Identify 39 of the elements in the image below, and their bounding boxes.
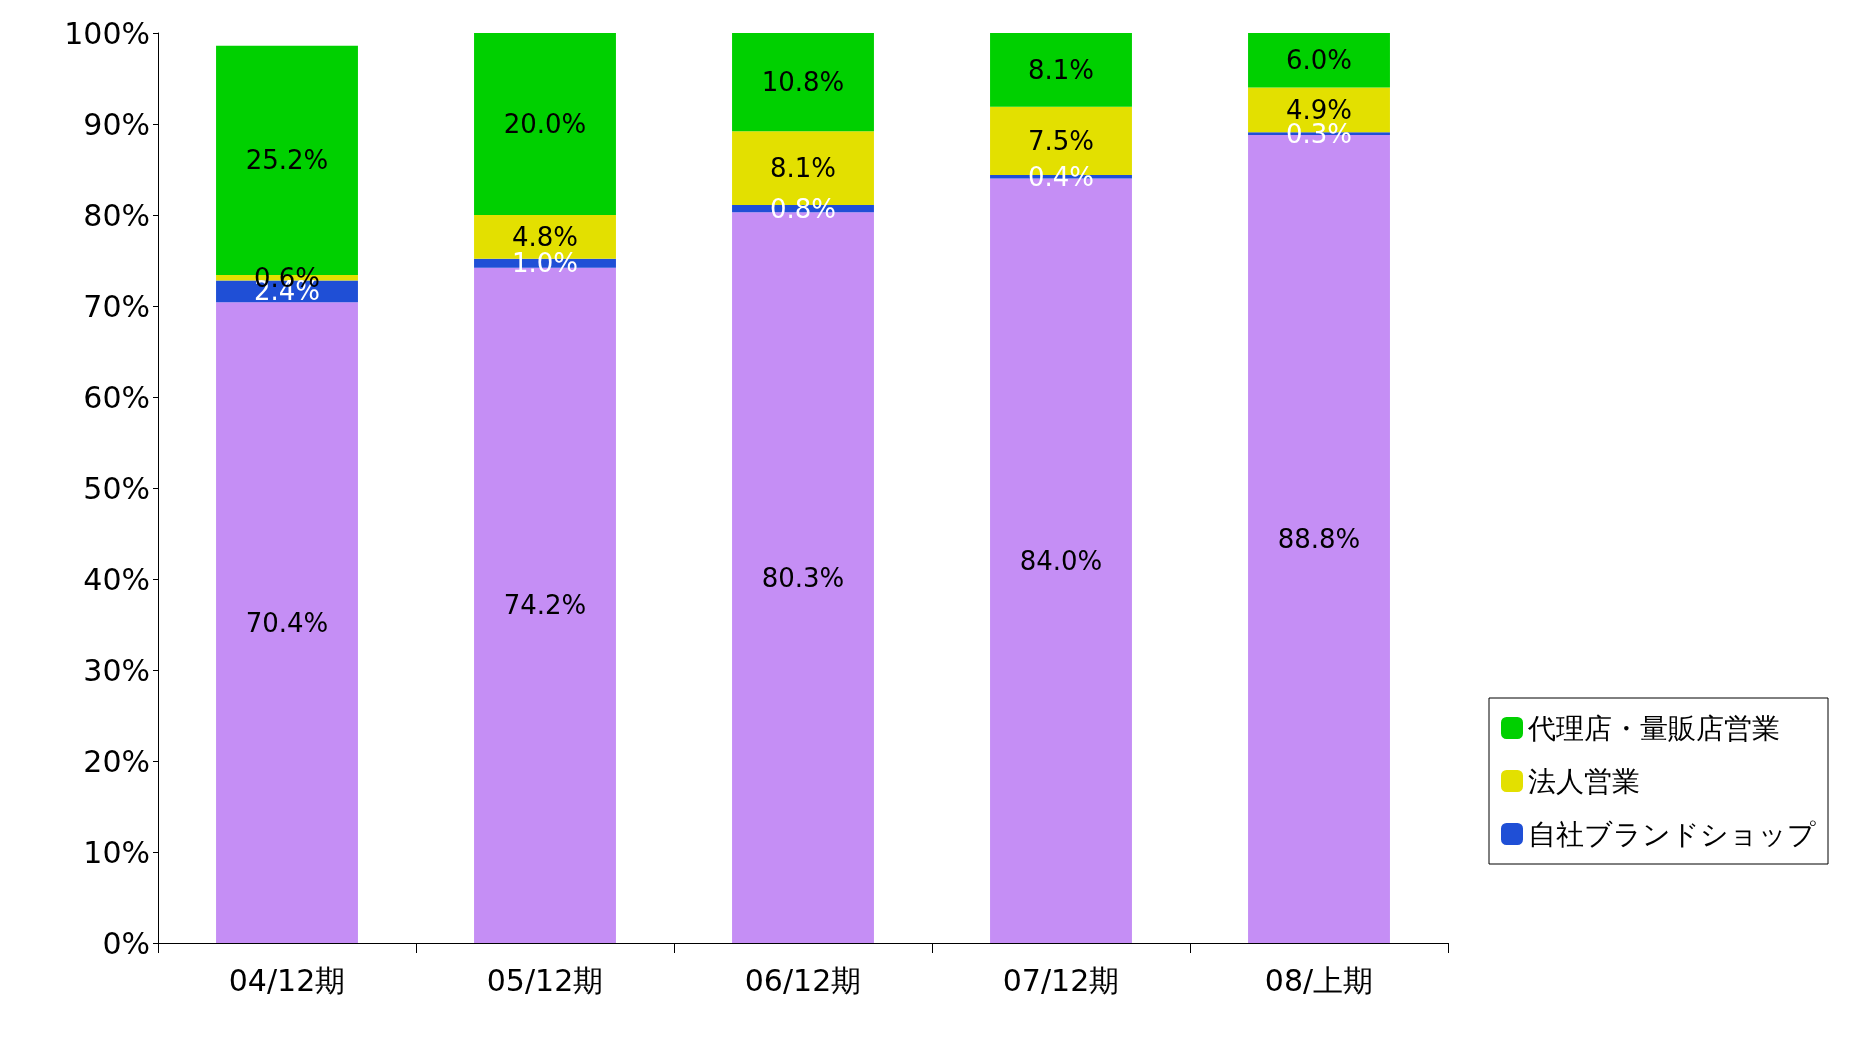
x-tick-label: 08/上期 xyxy=(1264,962,1374,998)
data-label: 84.0% xyxy=(1019,545,1103,576)
data-label: 74.2% xyxy=(503,590,587,621)
data-label: 4.8% xyxy=(511,221,579,252)
data-label: 8.1% xyxy=(769,153,837,184)
data-label: 7.5% xyxy=(1027,125,1095,156)
y-tick-label: 60% xyxy=(83,379,150,415)
y-tick-label: 0% xyxy=(102,925,150,961)
bar xyxy=(1248,33,1390,88)
y-tick-label: 70% xyxy=(83,288,150,324)
bar xyxy=(732,33,874,132)
bar xyxy=(474,33,616,215)
data-label: 8.1% xyxy=(1027,54,1095,85)
data-label: 0.4% xyxy=(1027,161,1095,192)
data-label: 0.3% xyxy=(1285,118,1353,149)
y-tick-label: 20% xyxy=(83,743,150,779)
data-label: 10.8% xyxy=(761,67,845,98)
legend-label: 代理店・量販店営業 xyxy=(1527,711,1780,745)
x-tick-label: 04/12期 xyxy=(228,962,346,998)
legend-label: 法人営業 xyxy=(1528,764,1640,798)
x-tick-label: 05/12期 xyxy=(486,962,604,998)
x-tick-label: 07/12期 xyxy=(1002,962,1120,998)
data-label: 70.4% xyxy=(245,607,329,638)
y-tick-label: 40% xyxy=(83,561,150,597)
data-label: 80.3% xyxy=(761,562,845,593)
data-label: 6.0% xyxy=(1285,45,1353,76)
data-label: 20.0% xyxy=(503,109,587,139)
legend-label: 自社ブランドショップ xyxy=(1528,817,1816,851)
y-tick-label: 50% xyxy=(83,470,150,506)
y-tick-label: 100% xyxy=(64,15,150,51)
y-tick-label: 80% xyxy=(83,197,150,233)
y-tick-label: 10% xyxy=(83,834,150,870)
x-tick-label: 06/12期 xyxy=(744,962,862,998)
data-label: 25.2% xyxy=(245,145,329,176)
y-tick-label: 30% xyxy=(83,652,150,688)
y-tick-label: 90% xyxy=(83,106,150,142)
data-label: 88.8% xyxy=(1277,523,1361,554)
bar xyxy=(990,33,1132,107)
bar xyxy=(216,302,358,943)
